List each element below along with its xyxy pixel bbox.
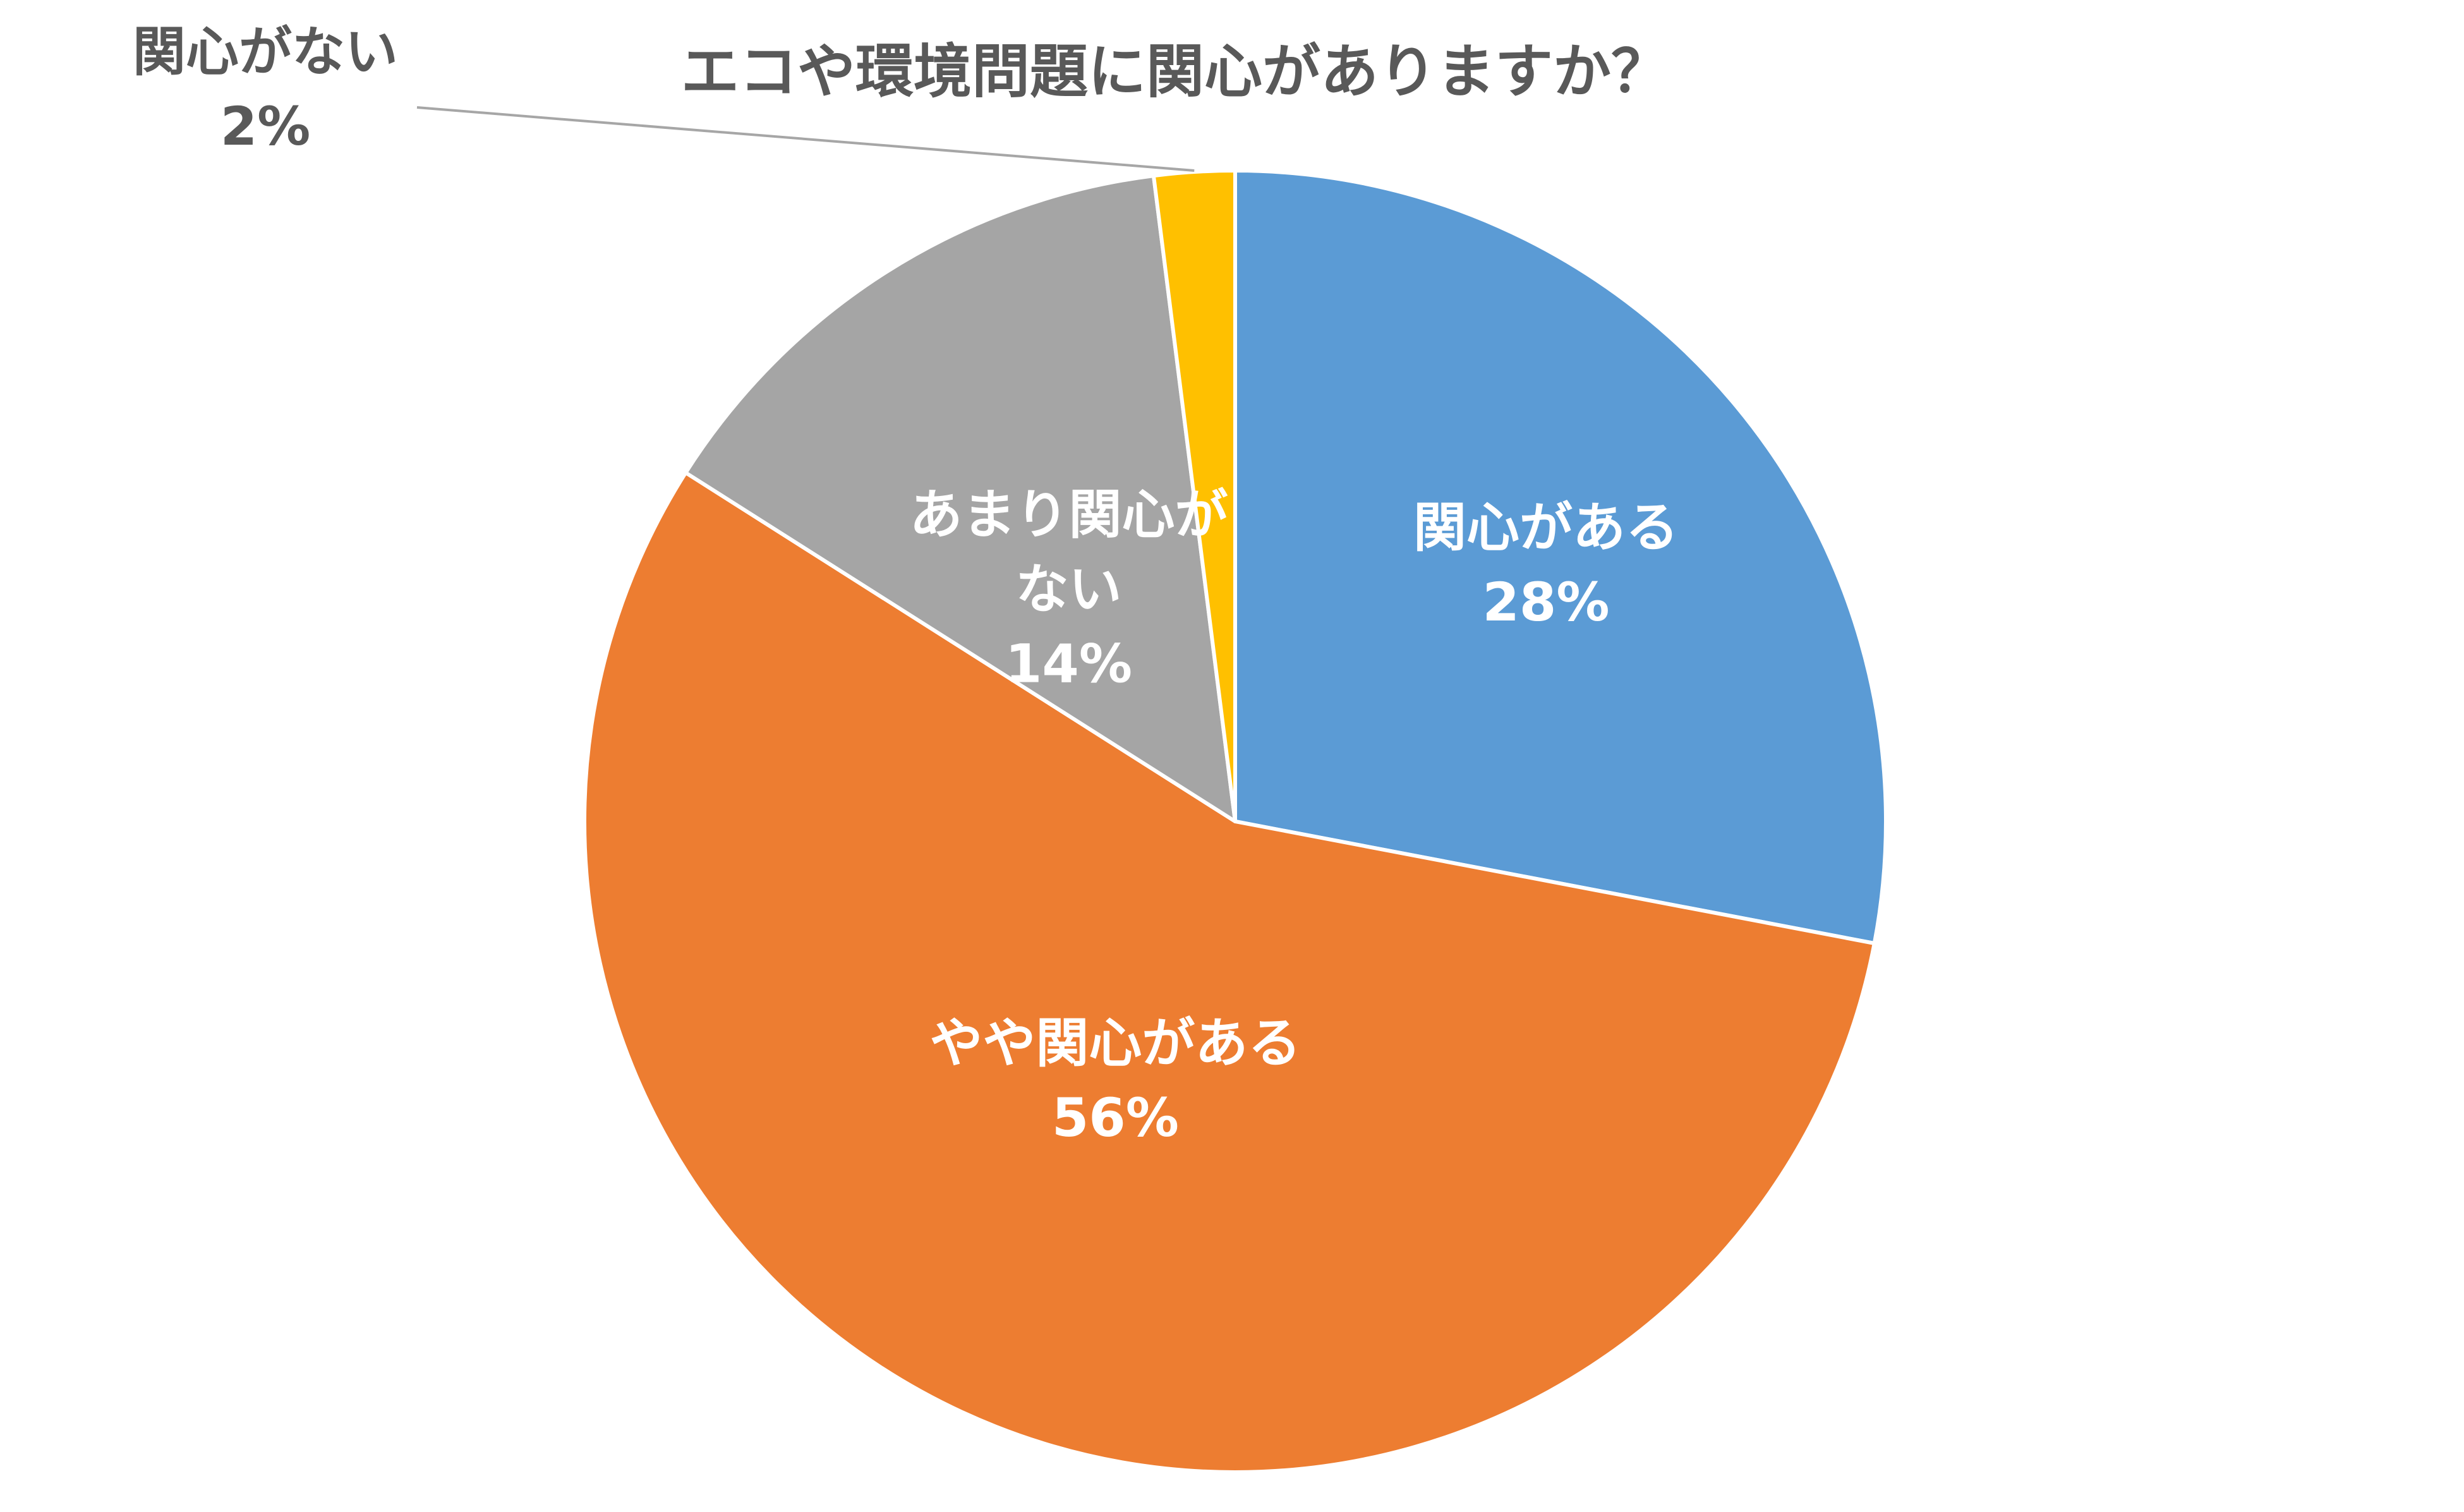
slice-label-3: あまり関心がない 14% [909,484,1228,695]
slice-value-label: 2% [220,95,311,157]
pie-slice-3 [684,174,1237,823]
slice-category-label: やや関心がある [929,1012,1301,1074]
leader-layer [416,106,1195,172]
slice-category-label: 関心がない [133,21,398,83]
slice-category-label: ない [1015,559,1121,620]
pie-slice-2 [583,471,1876,1474]
slice-label-1: 関心がある 28% [1413,497,1679,633]
slices-layer [583,169,1888,1474]
slice-category-label: 関心がある [1413,497,1679,559]
leader-line-4 [416,106,1195,172]
pie-slice-1 [1233,169,1888,945]
chart-title: エコや環境問題に関心がありますか？ [681,38,1669,106]
slice-value-label: 28% [1482,571,1609,633]
labels-layer: 関心がある 28% やや関心がある 56% あまり関心がない 14% 関心がない 2% [133,21,1679,1149]
slice-category-label: あまり関心が [909,484,1228,546]
slice-value-label: 14% [1005,633,1132,695]
pie-slice-4 [1151,169,1237,823]
slice-label-4: 関心がない 2% [133,21,398,157]
slice-label-2: やや関心がある 56% [929,1012,1301,1149]
slice-value-label: 56% [1052,1087,1179,1149]
